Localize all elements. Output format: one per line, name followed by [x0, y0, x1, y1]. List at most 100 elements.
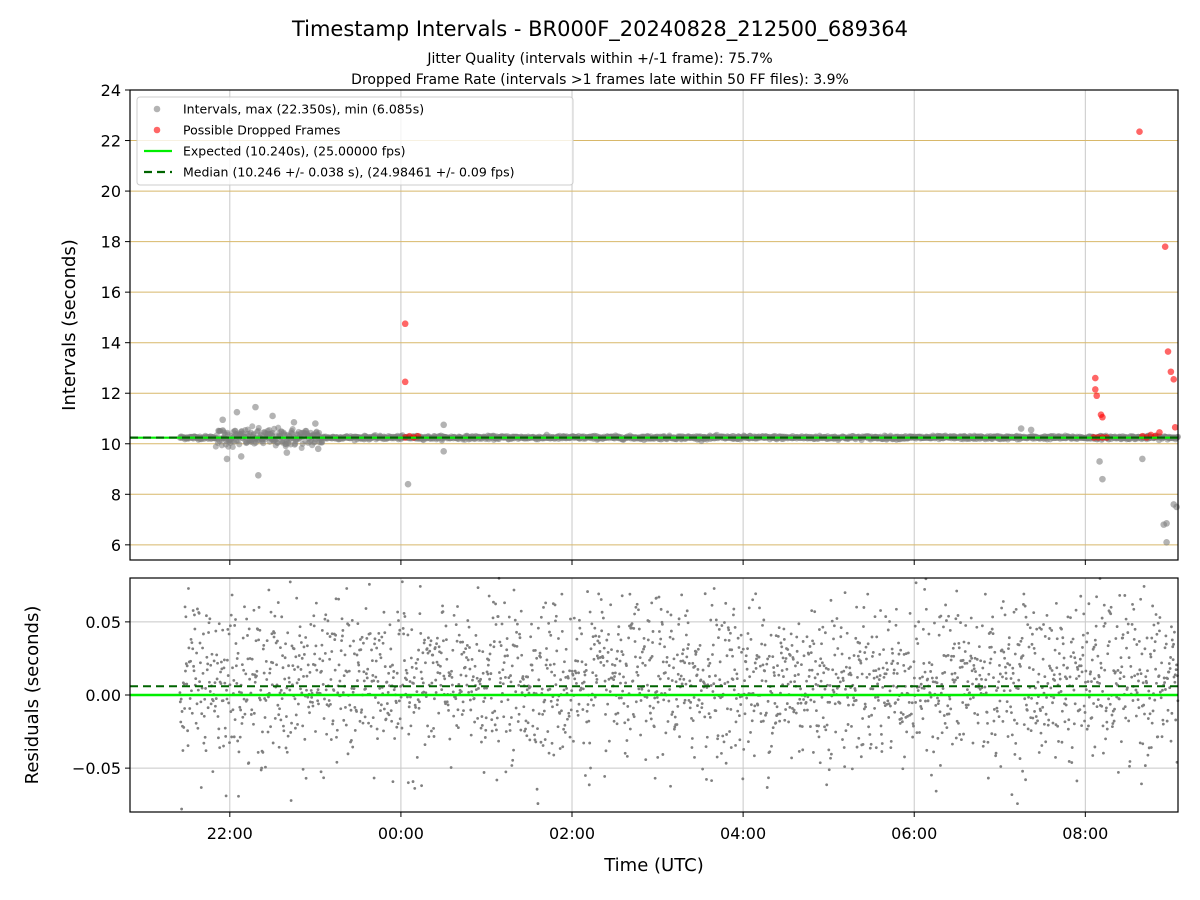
residual-point: [208, 680, 211, 684]
residual-point: [828, 700, 832, 704]
residual-point: [498, 640, 502, 644]
residual-point: [237, 794, 240, 798]
residual-point: [891, 651, 894, 655]
residual-point: [1019, 665, 1022, 668]
residual-point: [1128, 760, 1132, 763]
residual-point: [971, 682, 974, 686]
residual-point: [625, 739, 629, 742]
residual-point: [618, 672, 622, 676]
residual-point: [1085, 727, 1089, 731]
residual-point: [371, 674, 375, 677]
residual-point: [450, 683, 454, 687]
residual-point: [694, 650, 698, 654]
residual-point: [822, 671, 826, 675]
residual-point: [987, 672, 991, 676]
residual-point: [753, 661, 757, 665]
residual-point: [890, 662, 894, 666]
residual-point: [862, 707, 866, 711]
residual-point: [433, 646, 437, 649]
residual-point: [383, 631, 387, 635]
residual-point: [485, 686, 489, 690]
residual-point: [477, 649, 481, 653]
dropped-frame-point: [1136, 128, 1143, 135]
residual-point: [356, 661, 360, 665]
residual-point: [705, 735, 709, 739]
residual-point: [806, 708, 809, 712]
residual-point: [775, 705, 779, 709]
residual-point: [1022, 723, 1026, 726]
residual-point: [1173, 680, 1177, 684]
residual-point: [702, 681, 706, 685]
residual-point: [1158, 616, 1162, 619]
residual-point: [855, 605, 859, 609]
residual-point: [691, 719, 695, 723]
residual-point: [709, 618, 713, 622]
residual-point: [818, 761, 822, 765]
residual-point: [965, 706, 968, 710]
residual-point: [1102, 603, 1106, 607]
residual-point: [672, 657, 676, 661]
residual-point: [462, 709, 465, 712]
residual-point: [823, 687, 827, 691]
residual-point: [237, 750, 241, 754]
residual-point: [195, 702, 199, 706]
residual-point: [631, 712, 635, 716]
residual-point: [625, 664, 628, 667]
residual-point: [957, 646, 961, 650]
residual-point: [424, 691, 428, 695]
residual-point: [680, 682, 684, 686]
residual-point: [230, 735, 234, 739]
residual-point: [1122, 707, 1125, 711]
residual-point: [735, 697, 738, 700]
residual-point: [1005, 700, 1009, 703]
residual-point: [871, 655, 874, 658]
residual-point: [888, 620, 891, 623]
residual-point: [576, 713, 580, 717]
residual-point: [530, 622, 533, 626]
residual-point: [267, 695, 270, 699]
residual-point: [817, 628, 821, 631]
residual-point: [185, 664, 189, 668]
residual-point: [527, 691, 531, 695]
residual-point: [421, 651, 425, 655]
residual-point: [916, 689, 920, 692]
residual-point: [1143, 764, 1147, 767]
residual-point: [670, 713, 674, 716]
residual-point: [223, 726, 227, 730]
residual-point: [579, 686, 583, 690]
residual-point: [189, 637, 193, 641]
residual-point: [1099, 661, 1103, 665]
residual-point: [836, 676, 840, 680]
residual-point: [717, 627, 721, 631]
residual-point: [797, 750, 801, 753]
residual-point: [768, 750, 772, 754]
residual-point: [226, 674, 230, 677]
residual-point: [1145, 681, 1149, 685]
residual-point: [195, 651, 198, 655]
residual-point: [711, 653, 714, 656]
residual-point: [821, 625, 825, 629]
residual-point: [722, 740, 726, 744]
residual-point: [438, 671, 442, 675]
residual-point: [720, 751, 723, 755]
residual-point: [810, 609, 814, 613]
residual-point: [585, 720, 589, 724]
residual-point: [578, 618, 581, 622]
residual-point: [1013, 652, 1017, 656]
residual-point: [273, 716, 277, 720]
residual-point: [1111, 725, 1114, 729]
residual-point: [517, 712, 521, 716]
residual-point: [976, 721, 980, 725]
residual-point: [943, 721, 947, 725]
residual-point: [225, 697, 229, 701]
residual-point: [926, 699, 930, 703]
residual-point: [179, 720, 183, 724]
residual-point: [961, 658, 965, 662]
residual-point: [1069, 616, 1072, 620]
residual-point: [853, 689, 857, 692]
residual-point: [486, 672, 490, 676]
residual-point: [797, 673, 800, 676]
residual-point: [577, 671, 580, 675]
residual-point: [1080, 724, 1084, 728]
residual-point: [954, 736, 958, 740]
